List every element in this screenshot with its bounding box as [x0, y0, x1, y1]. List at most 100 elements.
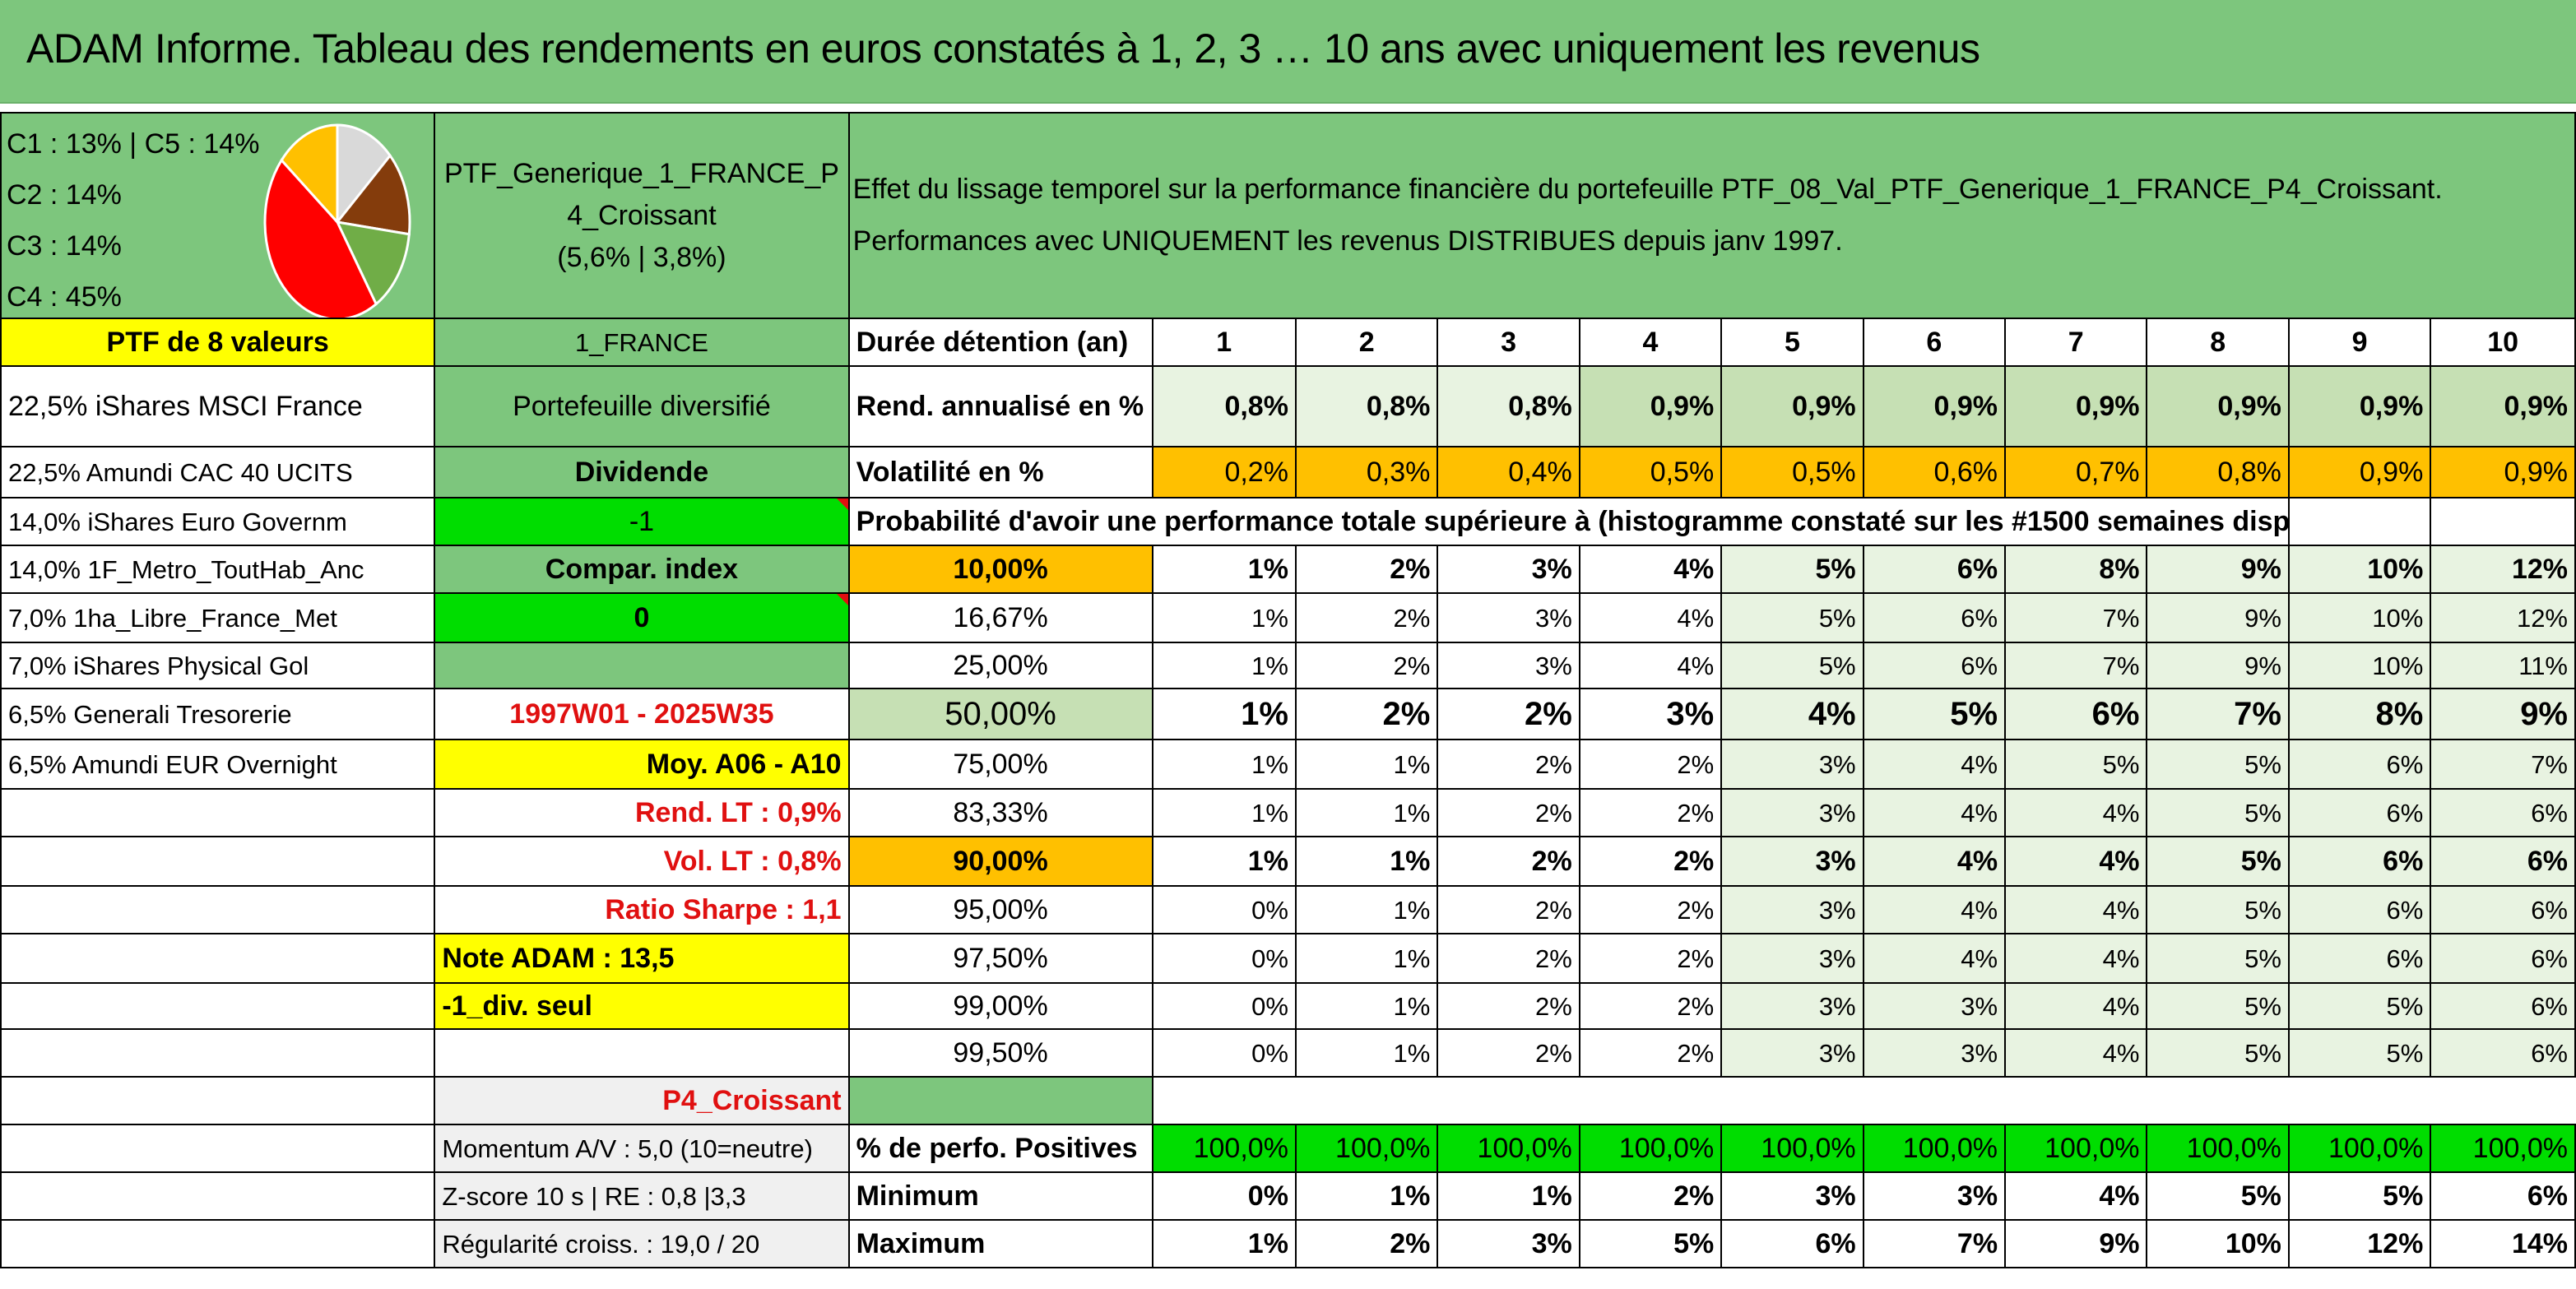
- table-row: 14,0% iShares Euro Governm -1 Probabilité …: [0, 497, 2576, 546]
- year-header-5: 5: [1720, 318, 1864, 367]
- prob-value: 6%: [2430, 1028, 2576, 1078]
- prob-value: 6%: [2430, 788, 2576, 837]
- prob-threshold: 10,00%: [847, 545, 1153, 594]
- vol-value: 0,4%: [1437, 446, 1580, 498]
- prob-label: Probabilité d'avoir une performance tota…: [847, 497, 2290, 546]
- prob-value: 5%: [2146, 1028, 2290, 1078]
- min-value: 1%: [1437, 1171, 1580, 1221]
- prob-threshold: 95,00%: [847, 885, 1153, 934]
- empty-cell: [0, 1171, 436, 1221]
- table-row: -1_div. seul 99,00% 0% 1% 2% 2% 3% 3% 4% 5% 5% 6%: [0, 982, 2576, 1030]
- prob-value: 11%: [2430, 642, 2576, 689]
- title-bar: ADAM Informe. Tableau des rendements en …: [0, 0, 2576, 104]
- prob-value: 2%: [1437, 1028, 1580, 1078]
- prob-value: 3%: [1578, 688, 1723, 740]
- vol-lt: Vol. LT : 0,8%: [434, 836, 850, 887]
- prob-threshold: 97,50%: [847, 933, 1153, 984]
- prob-value: 0%: [1151, 933, 1297, 984]
- empty-cell: [0, 788, 436, 837]
- max-label: Maximum: [847, 1219, 1153, 1268]
- max-value: 7%: [1862, 1219, 2007, 1268]
- prob-value: 4%: [2004, 933, 2148, 984]
- positive-perf-value: 100,0%: [2004, 1124, 2148, 1173]
- prob-value: 2%: [1578, 933, 1723, 984]
- prob-value: 6%: [2287, 933, 2432, 984]
- prob-value: 12%: [2430, 592, 2576, 643]
- empty-cell: [1151, 1077, 2575, 1125]
- prob-threshold: 50,00%: [847, 688, 1153, 740]
- vol-value: 0,5%: [1578, 446, 1723, 498]
- vol-value: 0,5%: [1720, 446, 1864, 498]
- prob-value: 3%: [1720, 933, 1864, 984]
- vol-label: Volatilité en %: [847, 446, 1153, 498]
- prob-value: 9%: [2146, 592, 2290, 643]
- vol-value: 0,9%: [2430, 446, 2576, 498]
- vol-value: 0,2%: [1151, 446, 1297, 498]
- holding-item: 6,5% Amundi EUR Overnight: [0, 739, 436, 790]
- prob-value: 7%: [2146, 688, 2290, 740]
- prob-value: 7%: [2004, 642, 2148, 689]
- year-header-3: 3: [1437, 318, 1580, 367]
- prob-value: 2%: [1578, 836, 1723, 887]
- max-value: 10%: [2146, 1219, 2290, 1268]
- regularite: Régularité croiss. : 19,0 / 20: [434, 1219, 850, 1268]
- prob-value: 2%: [1294, 545, 1439, 594]
- prob-value: 1%: [1294, 788, 1439, 837]
- prob-value: 1%: [1151, 545, 1297, 594]
- table-row: P4_Croissant: [0, 1076, 2575, 1125]
- prob-value: 5%: [2146, 982, 2290, 1030]
- prob-value: 2%: [1437, 788, 1580, 837]
- prob-value: 9%: [2146, 642, 2290, 689]
- prob-value: 6%: [2287, 788, 2432, 837]
- max-value: 3%: [1437, 1219, 1580, 1268]
- compar-label: Compar. index: [434, 545, 850, 594]
- prob-value: 3%: [1720, 885, 1864, 934]
- portfolio-zone: 1_FRANCE: [434, 318, 850, 367]
- min-value: 0%: [1151, 1171, 1297, 1221]
- prob-value: 3%: [1720, 788, 1864, 837]
- year-header-8: 8: [2146, 318, 2290, 367]
- prob-value: 1%: [1151, 739, 1297, 790]
- prob-value: 0%: [1151, 1028, 1297, 1078]
- table-row: 7,0% 1ha_Libre_France_Met 0 16,67% 1% 2% 3% 4%…: [0, 592, 2576, 643]
- prob-value: 9%: [2146, 545, 2290, 594]
- prob-value: 4%: [1862, 885, 2007, 934]
- prob-value: 0%: [1151, 885, 1297, 934]
- year-header-4: 4: [1578, 318, 1723, 367]
- prob-value: 0%: [1151, 982, 1297, 1030]
- empty-cell: [0, 1124, 436, 1173]
- table-row: Régularité croiss. : 19,0 / 20 Maximum 1% 2…: [0, 1219, 2576, 1268]
- compar-value: 0: [434, 592, 850, 643]
- empty-cell: [847, 1076, 1153, 1125]
- portfolio-perf: (5,6% | 3,8%): [557, 241, 726, 273]
- prob-value: 10%: [2287, 545, 2432, 594]
- pie-slice-c1: [336, 123, 392, 226]
- prob-value: 2%: [1437, 836, 1580, 887]
- prob-value: 1%: [1294, 836, 1439, 887]
- rend-value: 0,8%: [1437, 365, 1580, 447]
- prob-value: 4%: [2004, 788, 2148, 837]
- rend-value: 0,9%: [2004, 365, 2148, 447]
- prob-value: 4%: [1578, 642, 1723, 689]
- prob-value: 2%: [1437, 739, 1580, 790]
- portfolio-name-cell: PTF_Generique_1_FRANCE_P 4_Croissant (5,…: [434, 112, 850, 319]
- prob-value: 5%: [2146, 788, 2290, 837]
- rend-value: 0,9%: [2287, 365, 2432, 447]
- prob-value: 4%: [2004, 982, 2148, 1030]
- pie-legend-line: C2 : 14%: [7, 179, 122, 211]
- vol-value: 0,3%: [1294, 446, 1439, 498]
- holding-item: 22,5% Amundi CAC 40 UCITS: [0, 446, 436, 498]
- prob-value: 1%: [1151, 592, 1297, 643]
- table-row: 99,50% 0% 1% 2% 2% 3% 3% 4% 5% 5% 6%: [0, 1028, 2576, 1078]
- empty-cell: [434, 1028, 850, 1078]
- prob-value: 1%: [1151, 836, 1297, 887]
- prob-value: 4%: [1578, 545, 1723, 594]
- div-seul: -1_div. seul: [434, 982, 850, 1030]
- prob-value: 1%: [1294, 885, 1439, 934]
- prob-value: 6%: [2287, 885, 2432, 934]
- prob-value: 1%: [1151, 642, 1297, 689]
- positive-perf-value: 100,0%: [2287, 1124, 2432, 1173]
- prob-value: 5%: [1720, 545, 1864, 594]
- vol-value: 0,9%: [2287, 446, 2432, 498]
- prob-value: 1%: [1294, 739, 1439, 790]
